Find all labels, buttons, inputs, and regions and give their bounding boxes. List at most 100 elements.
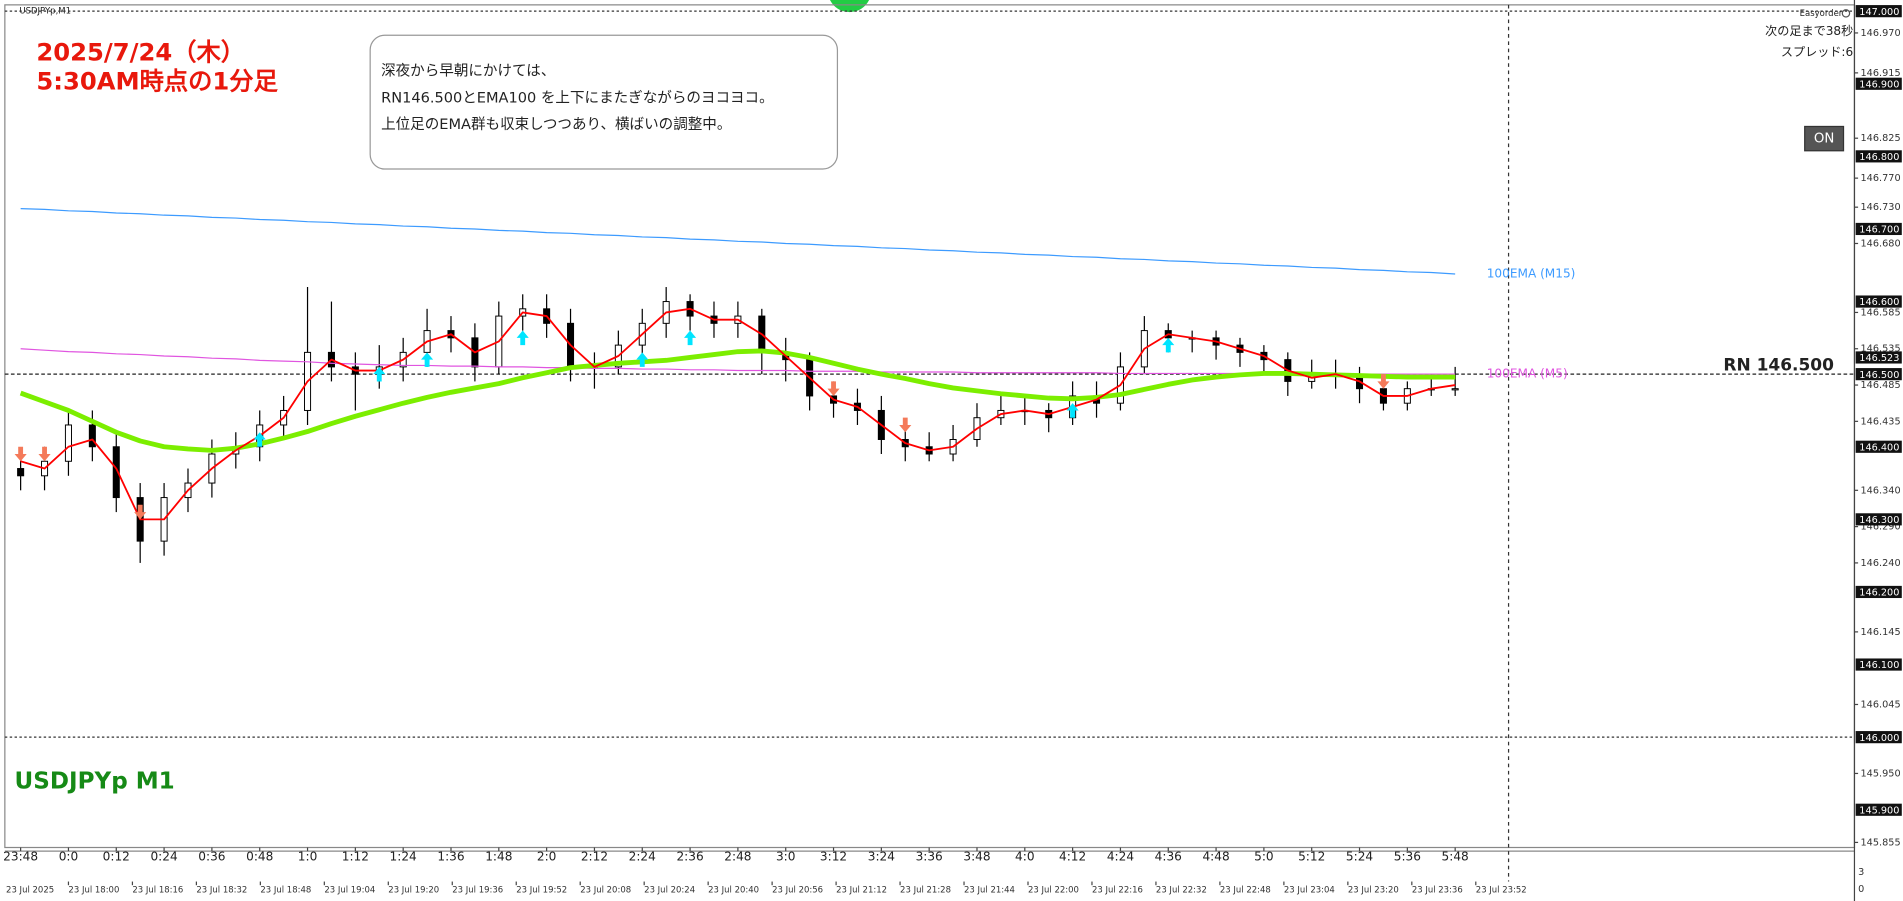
indicator-line	[20, 348, 1456, 375]
price-level-box	[1855, 731, 1902, 744]
x-tick-label: 4:48	[1202, 850, 1229, 864]
x2-tick-label: 23 Jul 20:08	[580, 886, 631, 896]
on-button[interactable]: ON	[1804, 125, 1845, 152]
x2-tick-label: 23 Jul 23:04	[1284, 886, 1335, 896]
sell-arrow	[827, 381, 840, 396]
x2-tick-label: 23 Jul 22:48	[1220, 886, 1271, 896]
x-tick-label: 0:36	[198, 850, 225, 864]
x2-tick-label: 23 Jul 21:28	[900, 886, 951, 896]
y-tick-label: 146.770	[1861, 173, 1901, 184]
price-level-box	[1855, 658, 1902, 671]
y-tick-label: 146.825	[1861, 133, 1901, 144]
x-tick-label: 2:48	[724, 850, 751, 864]
subwindow-tick-label: 3	[1858, 867, 1864, 878]
price-level-box	[1855, 513, 1902, 526]
x-tick-label: 1:48	[485, 850, 512, 864]
x2-tick-label: 23 Jul 18:16	[132, 886, 183, 896]
price-level-label: 146.700	[1859, 225, 1899, 236]
x-tick-label: 3:24	[868, 850, 895, 864]
x-tick-label: 4:36	[1155, 850, 1182, 864]
x2-tick-label: 23 Jul 23:52	[1476, 886, 1527, 896]
round-number-label: RN 146.500	[1723, 356, 1834, 376]
price-level-label: 146.523	[1859, 353, 1899, 364]
x2-tick-label: 23 Jul 19:04	[324, 886, 375, 896]
price-level-label: 146.900	[1859, 79, 1899, 90]
watermark: USDJPYp M1	[15, 768, 175, 794]
x-tick-label: 2:0	[537, 850, 556, 864]
on-button-label[interactable]: ON	[1814, 132, 1834, 147]
buy-arrow	[253, 432, 266, 447]
buy-arrow	[636, 352, 649, 367]
x-tick-label: 0:0	[59, 850, 78, 864]
subwindow-tick-label: 0	[1858, 884, 1864, 895]
title: 2025/7/24（木）	[36, 37, 245, 66]
sell-arrow	[1377, 374, 1390, 389]
x-tick-label: 5:36	[1394, 850, 1421, 864]
x-tick-label: 1:0	[298, 850, 317, 864]
x-tick-label: 0:48	[246, 850, 273, 864]
price-level-box	[1855, 222, 1902, 236]
on-button-bg[interactable]	[1804, 125, 1845, 152]
price-level-box	[1855, 77, 1902, 90]
x-tick-label: 4:0	[1015, 850, 1034, 864]
x2-tick-label: 23 Jul 22:32	[1156, 886, 1207, 896]
countdown: 次の足まで38秒	[1765, 24, 1853, 38]
x2-tick-label: 23 Jul 23:36	[1412, 886, 1463, 896]
x-tick-label: 1:36	[437, 850, 464, 864]
x-tick-label: 3:36	[916, 850, 943, 864]
x-tick-label: 0:24	[150, 850, 177, 864]
panel-brand: Easyorder	[1800, 9, 1843, 19]
annotation-box	[369, 34, 839, 170]
price-level-box	[1855, 585, 1902, 599]
x-tick-label: 4:12	[1059, 850, 1086, 864]
x2-tick-label: 23 Jul 20:24	[644, 886, 695, 896]
candle-body	[17, 468, 25, 477]
x2-tick-label: 23 Jul 21:44	[964, 886, 1015, 896]
annotation-text: RN146.500とEMA100 を上下にまたぎながらのヨコヨコ。	[381, 89, 774, 106]
indicator-line	[20, 208, 1456, 275]
x2-tick-label: 23 Jul 23:20	[1348, 886, 1399, 896]
price-level-box	[1855, 440, 1902, 453]
line-label: 100EMA (M5)	[1487, 367, 1568, 381]
y-tick-label: 145.855	[1861, 837, 1901, 848]
y-tick-label: 146.915	[1861, 68, 1901, 79]
y-tick-label: 146.535	[1861, 344, 1901, 355]
buy-arrow	[684, 330, 697, 346]
y-tick-label: 146.485	[1861, 380, 1901, 391]
x2-tick-label: 23 Jul 19:20	[388, 886, 439, 896]
y-tick-label: 146.970	[1861, 28, 1901, 39]
candle-body	[1451, 388, 1459, 391]
annotation-text: 深夜から早朝にかけては、	[381, 63, 555, 80]
x-tick-label: 3:0	[776, 850, 795, 864]
annotation-text: 上位足のEMA群も収束しつつあり、横ばいの調整中。	[381, 116, 731, 133]
x-tick-label: 2:12	[581, 850, 608, 864]
price-level-label: 146.200	[1859, 588, 1899, 599]
x-tick-label: 5:12	[1298, 850, 1325, 864]
y-tick-label: 146.680	[1861, 238, 1901, 249]
x-tick-label: 5:0	[1254, 850, 1273, 864]
x2-tick-label: 23 Jul 18:48	[260, 886, 311, 896]
price-level-box	[1855, 351, 1902, 364]
buy-arrow	[516, 330, 529, 346]
x-tick-label: 3:48	[963, 850, 990, 864]
y-tick-label: 146.145	[1861, 627, 1901, 638]
x-tick-label: 3:12	[820, 850, 847, 864]
price-level-box	[1855, 150, 1902, 163]
x-tick-label: 5:48	[1442, 850, 1469, 864]
y-tick-label: 146.340	[1861, 485, 1901, 496]
x2-tick-label: 23 Jul 2025	[6, 886, 54, 896]
line-label: 100EMA (M15)	[1487, 266, 1576, 280]
price-level-label: 146.300	[1859, 515, 1899, 526]
x-tick-label: 23:48	[3, 850, 38, 864]
x2-tick-label: 23 Jul 18:32	[196, 886, 247, 896]
x-tick-label: 1:12	[342, 850, 369, 864]
price-level-label: 146.100	[1859, 660, 1899, 671]
x2-tick-label: 23 Jul 22:00	[1028, 886, 1079, 896]
y-tick-label: 146.730	[1861, 202, 1901, 213]
price-level-label: 146.400	[1859, 442, 1899, 453]
y-tick-label: 146.240	[1861, 558, 1901, 569]
title: 5:30AM時点の1分足	[36, 67, 278, 96]
price-level-box	[1855, 5, 1902, 18]
y-tick-label: 146.290	[1861, 522, 1901, 533]
